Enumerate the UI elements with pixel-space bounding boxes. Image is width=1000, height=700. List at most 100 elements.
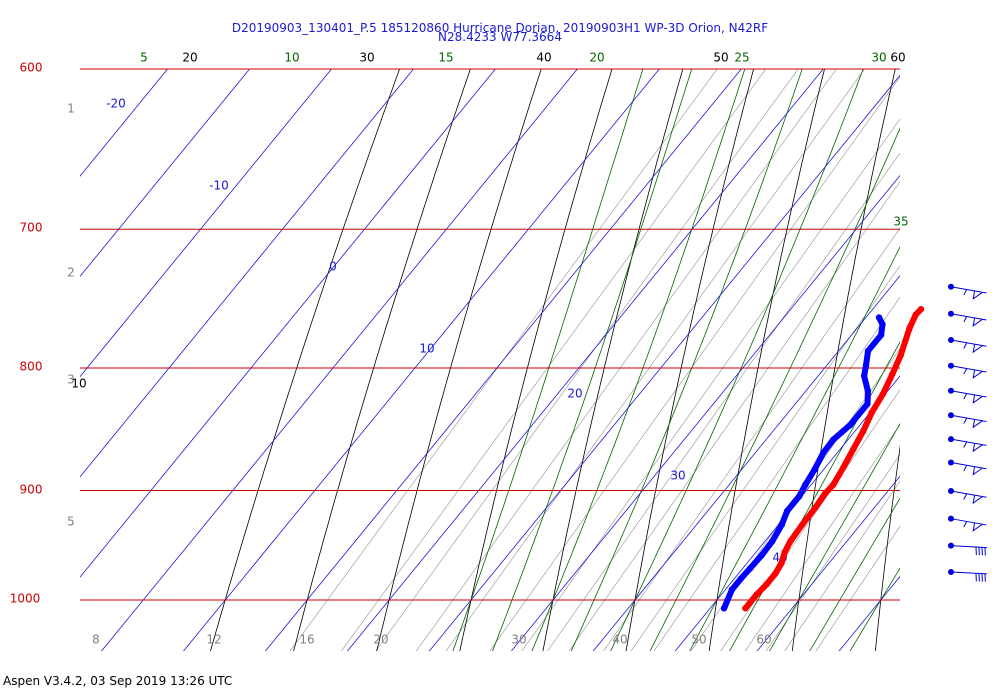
- temperature-profile: [742, 306, 925, 612]
- pressure-tick-label: 1000: [10, 592, 41, 606]
- height-km-label: 5: [67, 515, 75, 529]
- wind-barb-flag: [972, 522, 983, 532]
- temperature-point: [897, 351, 905, 359]
- dewpoint-point: [862, 362, 870, 369]
- dewpoint-point: [802, 481, 809, 488]
- wind-barb-half-tick: [963, 417, 968, 424]
- dewpoint-point: [875, 314, 883, 321]
- wind-barb-staff: [950, 438, 987, 446]
- wind-barb-staff: [950, 414, 987, 422]
- isotherm-line: [510, 174, 900, 651]
- wind-barb-half-tick: [963, 316, 968, 323]
- wind-barbs: [948, 283, 987, 582]
- dry-adiabat-line: [376, 69, 542, 651]
- moist-adiabat-label: 20: [589, 51, 604, 65]
- wind-barb-half-tick: [963, 342, 968, 349]
- moist-adiabat-line: [849, 567, 900, 651]
- mixing-ratio-line: [744, 424, 900, 651]
- dewpoint-point: [846, 421, 854, 429]
- mixing-ratio-line: [784, 480, 900, 651]
- mixing-ratio-label: 40: [612, 633, 627, 647]
- wind-barb-staff: [950, 390, 987, 398]
- wind-barb: [948, 436, 987, 453]
- dry-adiabat-label: 10: [71, 377, 86, 391]
- dewpoint-point: [830, 436, 837, 443]
- dry-adiabat-line: [625, 69, 754, 651]
- temperature-point: [879, 390, 887, 397]
- isotherm-line: [80, 69, 414, 478]
- wind-barb-flag: [972, 443, 983, 453]
- wind-barb-staff: [950, 490, 987, 498]
- mixing-ratio-line: [547, 152, 900, 651]
- dewpoint-point: [879, 321, 886, 328]
- moist-adiabat-line: [689, 246, 900, 651]
- wind-barb-staff: [950, 339, 987, 347]
- isotherm-line: [80, 69, 251, 278]
- temperature-point: [850, 446, 857, 453]
- mixing-ratio-label: 50: [691, 633, 706, 647]
- temperature-point: [821, 490, 829, 498]
- isotherm-label: -20: [106, 97, 126, 111]
- temperature-point: [781, 548, 788, 556]
- moist-adiabat-line: [570, 69, 803, 651]
- dry-adiabat-label: 30: [359, 51, 374, 65]
- pressure-tick-label: 900: [20, 483, 43, 497]
- temperature-point: [830, 481, 837, 488]
- dewpoint-point: [728, 586, 736, 593]
- wind-barb-half-tick: [963, 521, 968, 528]
- moist-adiabats: [452, 69, 900, 651]
- temperature-point: [860, 427, 867, 435]
- dewpoint-point: [860, 372, 868, 380]
- temperature-point: [753, 591, 760, 598]
- wind-barb-staff: [950, 313, 987, 321]
- wind-barb-half-tick: [963, 393, 968, 400]
- height-km-label: 3: [67, 373, 75, 387]
- mixing-ratio-line: [568, 181, 900, 651]
- temperature-point: [799, 521, 806, 528]
- isotherm-line: [264, 69, 742, 651]
- mixing-ratio-line: [416, 69, 837, 651]
- isotherm-line: [80, 69, 496, 578]
- wind-barb: [948, 542, 987, 556]
- dry-adiabat-label: 50: [713, 51, 728, 65]
- mixing-ratio-line: [375, 69, 799, 651]
- pressure-tick-label: 600: [20, 61, 43, 75]
- mixing-ratio-lines: [289, 69, 900, 651]
- isotherm-line: [428, 74, 900, 651]
- temperature-point: [840, 463, 847, 471]
- wind-barb-flag: [972, 495, 983, 505]
- temperature-point: [889, 371, 896, 378]
- dewpoint-point: [864, 347, 872, 355]
- dry-adiabat-label: 40: [536, 51, 551, 65]
- mixing-ratio-line: [445, 69, 865, 651]
- dewpoint-point: [796, 493, 803, 500]
- wind-barb: [948, 362, 987, 379]
- dry-adiabats: [210, 69, 900, 651]
- mixing-ratio-line: [630, 265, 900, 651]
- dry-adiabat-label: 20: [182, 51, 197, 65]
- wind-barb: [948, 569, 987, 582]
- moist-adiabat-line: [452, 69, 644, 651]
- isotherm-label: 30: [670, 469, 685, 483]
- wind-barb: [948, 515, 987, 532]
- moist-adiabat-line: [531, 69, 746, 651]
- isobars: [80, 68, 900, 601]
- temperature-point: [772, 570, 779, 577]
- isotherms: [80, 0, 1000, 661]
- isotherm-line: [80, 69, 169, 177]
- temperature-trace: [742, 306, 924, 612]
- moist-adiabat-label: 10: [284, 51, 299, 65]
- wind-barb-flag: [972, 344, 983, 354]
- chart-title: D20190903_130401_P.5 185120860 Hurricane…: [231, 21, 769, 35]
- isotherm-line: [913, 0, 1000, 661]
- wind-barb-staff: [950, 518, 987, 526]
- dewpoint-point: [783, 507, 791, 515]
- wind-barb: [948, 387, 987, 404]
- wind-barb-half-tick: [963, 368, 968, 375]
- dry-adiabat-line: [875, 444, 900, 651]
- height-km-label: 2: [67, 266, 75, 280]
- isotherm-line: [756, 475, 900, 651]
- mixing-ratio-label: 20: [373, 633, 388, 647]
- wind-barb: [948, 412, 987, 429]
